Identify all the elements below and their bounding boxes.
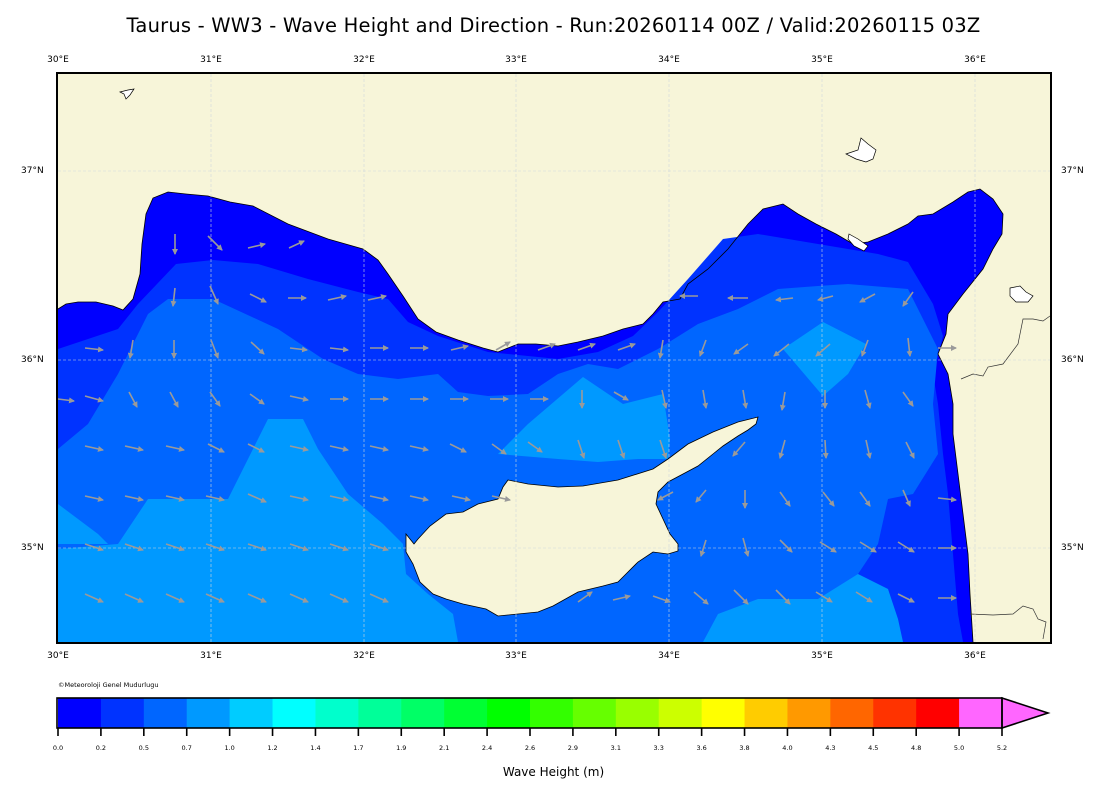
lon-label-bottom: 34°E [658, 651, 680, 661]
colorbar-tick-label: 1.2 [267, 744, 278, 752]
colorbar-cell [444, 698, 488, 728]
colorbar-cell [787, 698, 831, 728]
lat-label-left: 37°N [21, 166, 44, 176]
colorbar-cell [959, 698, 1003, 728]
colorbar-cell [658, 698, 703, 728]
lat-label-right: 37°N [1061, 166, 1084, 176]
colorbar-tick-label: 3.1 [610, 744, 621, 752]
colorbar-cell [530, 698, 574, 728]
colorbar-cell [830, 698, 874, 728]
colorbar-cell [358, 698, 402, 728]
colorbar-cell [572, 698, 617, 728]
colorbar-tick-label: 4.8 [911, 744, 922, 752]
colorbar-tick-label: 2.1 [439, 744, 450, 752]
lon-label-top: 33°E [505, 55, 527, 65]
lake-icon [118, 88, 135, 100]
colorbar-cell [615, 698, 660, 728]
colorbar [56, 696, 1051, 736]
colorbar-cell [873, 698, 917, 728]
lon-label-top: 32°E [353, 55, 375, 65]
colorbar-tick-label: 3.8 [739, 744, 750, 752]
colorbar-tick-label: 5.0 [953, 744, 965, 752]
lon-label-bottom: 35°E [811, 651, 833, 661]
colorbar-tick-label: 1.7 [353, 744, 364, 752]
cyprus-island [405, 416, 759, 617]
lon-label-top: 31°E [200, 55, 222, 65]
colorbar-tick-label: 2.9 [567, 744, 579, 752]
colorbar-tick-label: 0.7 [181, 744, 192, 752]
colorbar-cell [58, 698, 102, 728]
colorbar-tick-label: 1.4 [310, 744, 321, 752]
lake-icon [845, 137, 877, 163]
copyright-text: ©Meteoroloji Genel Mudurlugu [58, 681, 159, 689]
colorbar-tick-label: 4.5 [868, 744, 879, 752]
lon-label-top: 36°E [964, 55, 986, 65]
colorbar-cell [487, 698, 531, 728]
lat-label-right: 36°N [1061, 355, 1084, 365]
lon-label-top: 35°E [811, 55, 833, 65]
lon-label-top: 34°E [658, 55, 680, 65]
colorbar-title: Wave Height (m) [502, 765, 605, 779]
lon-label-bottom: 30°E [47, 651, 69, 661]
lon-label-bottom: 32°E [353, 651, 375, 661]
colorbar-cell [744, 698, 788, 728]
lon-label-bottom: 31°E [200, 651, 222, 661]
lon-label-bottom: 33°E [505, 651, 527, 661]
colorbar-tick-label: 0.0 [52, 744, 64, 752]
colorbar-tick-label: 1.0 [224, 744, 235, 752]
wave-height-contours [58, 189, 1003, 642]
colorbar-cell [100, 698, 145, 728]
colorbar-tick-label: 2.6 [524, 744, 536, 752]
colorbar-cell [701, 698, 746, 728]
lat-label-left: 35°N [21, 543, 44, 553]
colorbar-cell [186, 698, 231, 728]
colorbar-tick-label: 3.3 [653, 744, 664, 752]
lon-label-top: 30°E [47, 55, 69, 65]
lake-icon [847, 233, 869, 252]
wave-height-map [58, 74, 1050, 642]
colorbar-tick-label: 0.2 [95, 744, 107, 752]
colorbar-cell [916, 698, 960, 728]
colorbar-tick-label: 4.0 [782, 744, 793, 752]
colorbar-tick-label: 4.3 [825, 744, 836, 752]
colorbar-cell [272, 698, 316, 728]
colorbar-cell [315, 698, 359, 728]
colorbar-tick-label: 2.4 [481, 744, 493, 752]
map-canvas [58, 74, 1050, 642]
colorbar-tick-label: 0.5 [138, 744, 149, 752]
colorbar-cell [143, 698, 188, 728]
country-border [969, 605, 1047, 640]
lake-icon [1009, 285, 1034, 303]
colorbar-tick-label: 1.9 [396, 744, 407, 752]
lat-label-left: 36°N [21, 355, 44, 365]
turkey-coastline [58, 188, 1004, 642]
colorbar-cell [229, 698, 274, 728]
lat-label-right: 35°N [1061, 543, 1084, 553]
chart-title: Taurus - WW3 - Wave Height and Direction… [126, 14, 981, 37]
wave-direction-arrows [58, 234, 957, 605]
colorbar-tick-label: 5.2 [996, 744, 1008, 752]
lon-label-bottom: 36°E [964, 651, 986, 661]
country-border [960, 315, 1050, 380]
colorbar-tick-label: 3.6 [696, 744, 707, 752]
colorbar-cell [401, 698, 445, 728]
